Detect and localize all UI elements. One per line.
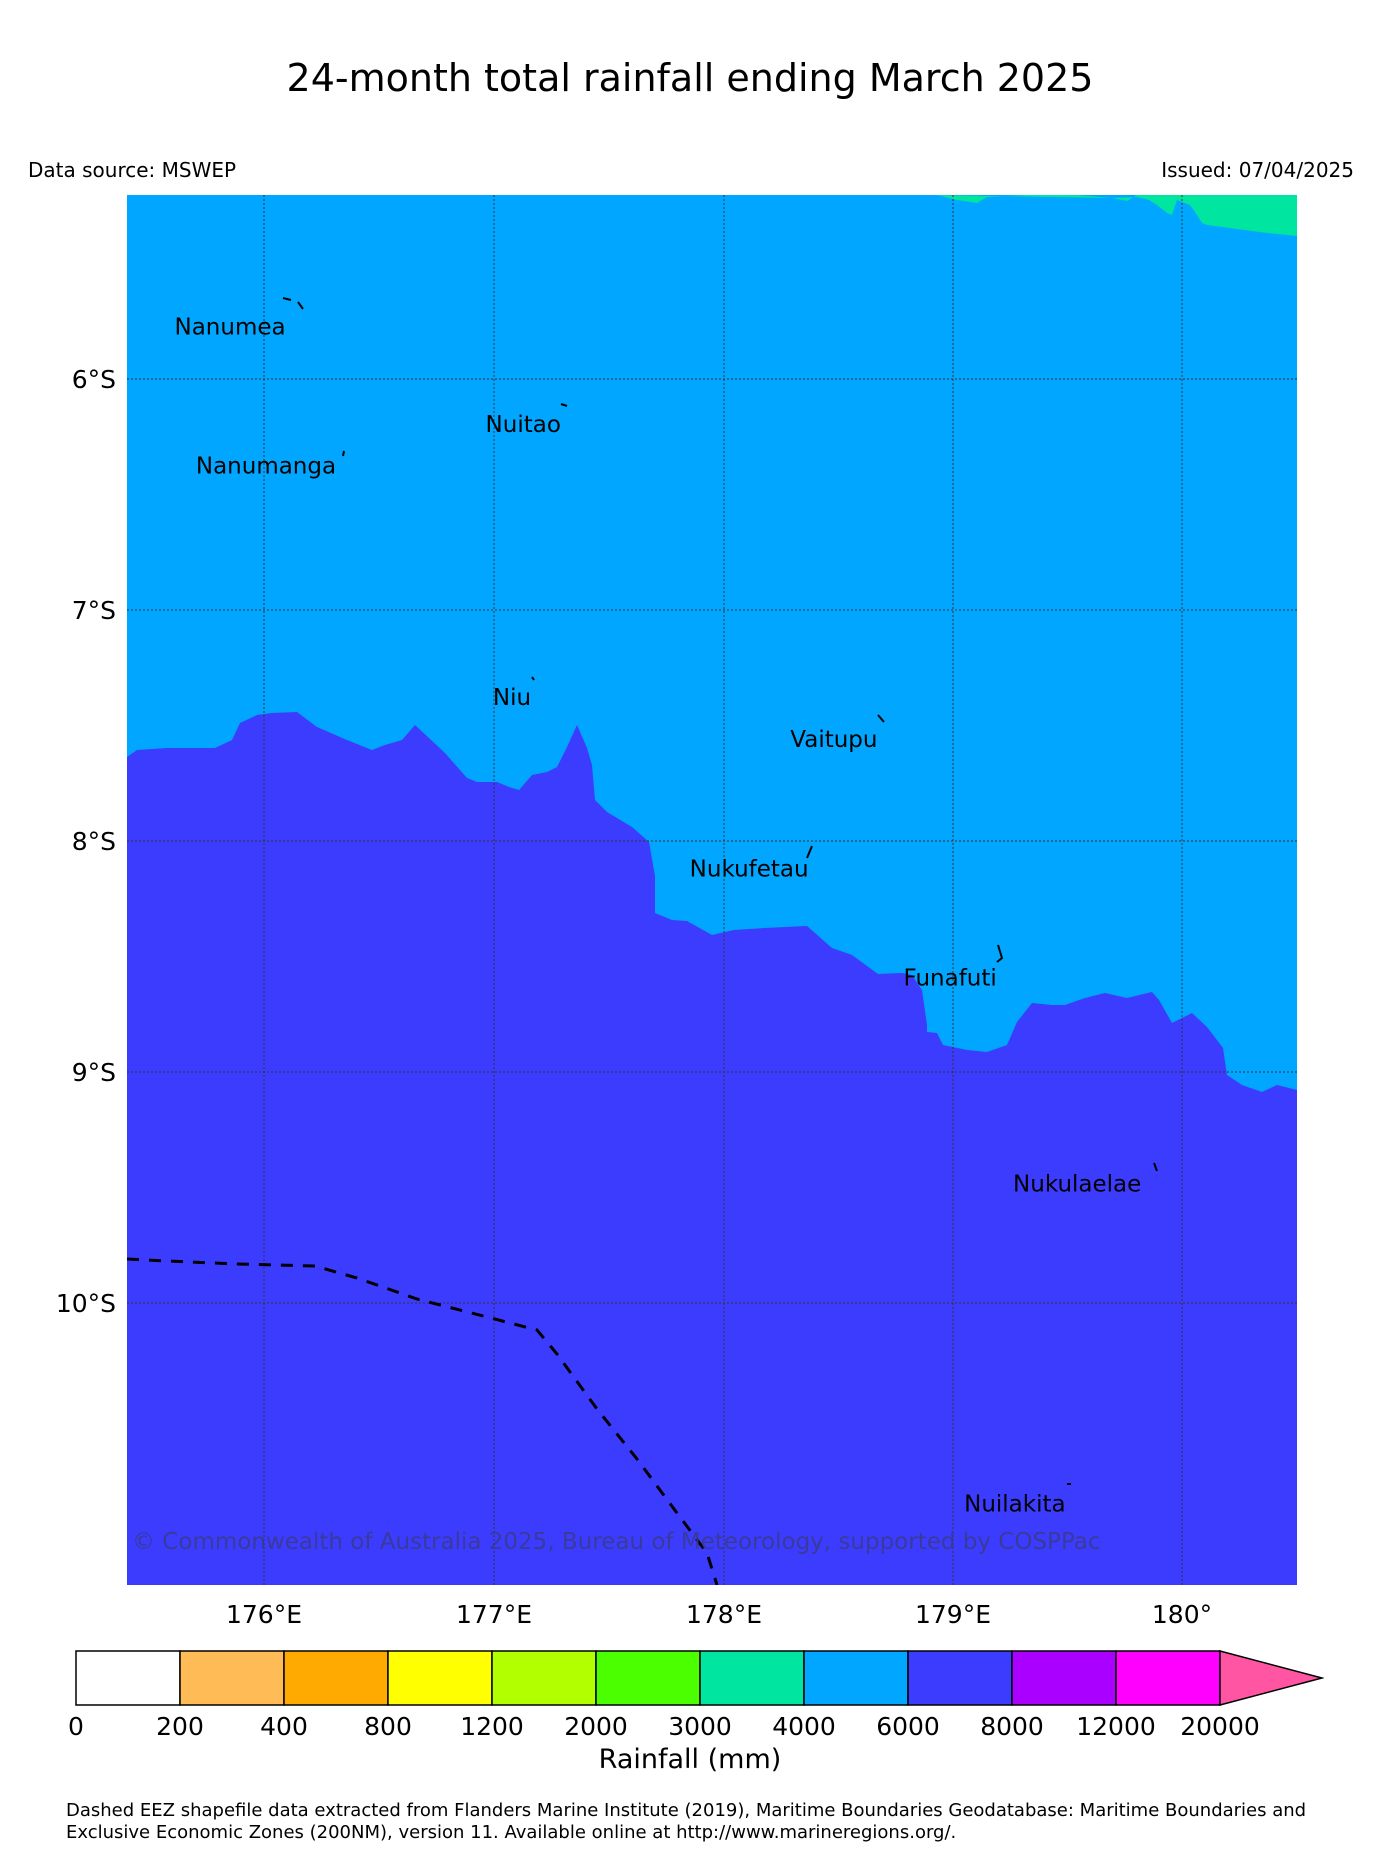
colorbar-swatch-6000-8000	[907, 1650, 1013, 1706]
chart-title: 24-month total rainfall ending March 202…	[286, 56, 1094, 100]
colorbar-tick-800: 800	[364, 1712, 412, 1741]
colorbar-swatch-200-400	[179, 1650, 285, 1706]
copyright-notice: © Commonwealth of Australia 2025, Bureau…	[132, 1529, 1101, 1555]
lon-label-178e: 178°E	[685, 1600, 762, 1629]
place-labels: Nanumea Nuitao Nanumanga Niu Vaitupu Nukufeta…	[174, 315, 1141, 1518]
lat-label-10s: 10°S	[55, 1289, 116, 1318]
lat-label-7s: 7°S	[71, 596, 116, 625]
place-label-vaitupu: Vaitupu	[790, 727, 877, 753]
lon-label-180: 180°	[1151, 1600, 1213, 1629]
colorbar-tick-8000: 8000	[980, 1712, 1044, 1741]
colorbar-tick-1200: 1200	[460, 1712, 524, 1741]
lon-label-176e: 176°E	[225, 1600, 302, 1629]
colorbar-tick-6000: 6000	[876, 1712, 940, 1741]
colorbar-tick-2000: 2000	[564, 1712, 628, 1741]
colorbar-tick-4000: 4000	[772, 1712, 836, 1741]
place-label-nuilakita: Nuilakita	[964, 1491, 1065, 1517]
place-label-nukulaelae: Nukulaelae	[1013, 1172, 1141, 1198]
colorbar-swatch-4000-6000	[803, 1650, 909, 1706]
colorbar-swatch-12000-20000	[1115, 1650, 1221, 1706]
eez-boundary-line	[127, 1257, 719, 1585]
colorbar-swatch-1200-2000	[491, 1650, 597, 1706]
lon-label-177e: 177°E	[455, 1600, 532, 1629]
place-label-nanumea: Nanumea	[174, 315, 285, 341]
colorbar-swatch-8000-12000	[1011, 1650, 1117, 1706]
colorbar-tick-200: 200	[156, 1712, 204, 1741]
zone-3000-4000mm	[937, 195, 1297, 236]
place-label-nukufetau: Nukufetau	[690, 857, 809, 883]
place-label-niu: Niu	[493, 685, 531, 711]
colorbar-tick-20000: 20000	[1180, 1712, 1260, 1741]
colorbar-swatch-400-800	[283, 1650, 389, 1706]
colorbar-extension-arrow	[1219, 1650, 1325, 1706]
lon-label-179e: 179°E	[914, 1600, 991, 1629]
colorbar-swatch-0-200	[75, 1650, 181, 1706]
eez-footnote: Dashed EEZ shapefile data extracted from…	[66, 1800, 1307, 1843]
colorbar-tick-0: 0	[68, 1712, 84, 1741]
island-outlines	[282, 297, 1158, 1485]
colorbar-label: Rainfall (mm)	[598, 1744, 782, 1775]
colorbar	[74, 1648, 1325, 1714]
colorbar-swatch-800-1200	[387, 1650, 493, 1706]
place-label-funafuti: Funafuti	[903, 966, 996, 992]
data-source-label: Data source: MSWEP	[28, 158, 237, 182]
colorbar-swatch-2000-3000	[595, 1650, 701, 1706]
issued-date-label: Issued: 07/04/2025	[1161, 158, 1354, 182]
colorbar-swatch-3000-4000	[699, 1650, 805, 1706]
place-label-nuitao: Nuitao	[486, 412, 561, 438]
rainfall-map[interactable]: Nanumea Nuitao Nanumanga Niu Vaitupu Nukufeta…	[127, 195, 1297, 1585]
zone-4000-6000mm	[127, 195, 1297, 1092]
colorbar-tick-3000: 3000	[668, 1712, 732, 1741]
lat-label-9s: 9°S	[71, 1058, 116, 1087]
place-label-nanumanga: Nanumanga	[196, 454, 336, 480]
colorbar-tick-12000: 12000	[1076, 1712, 1156, 1741]
colorbar-tick-400: 400	[260, 1712, 308, 1741]
lat-label-6s: 6°S	[71, 365, 116, 394]
latitude-gridlines	[127, 378, 1297, 1304]
lat-label-8s: 8°S	[71, 827, 116, 856]
